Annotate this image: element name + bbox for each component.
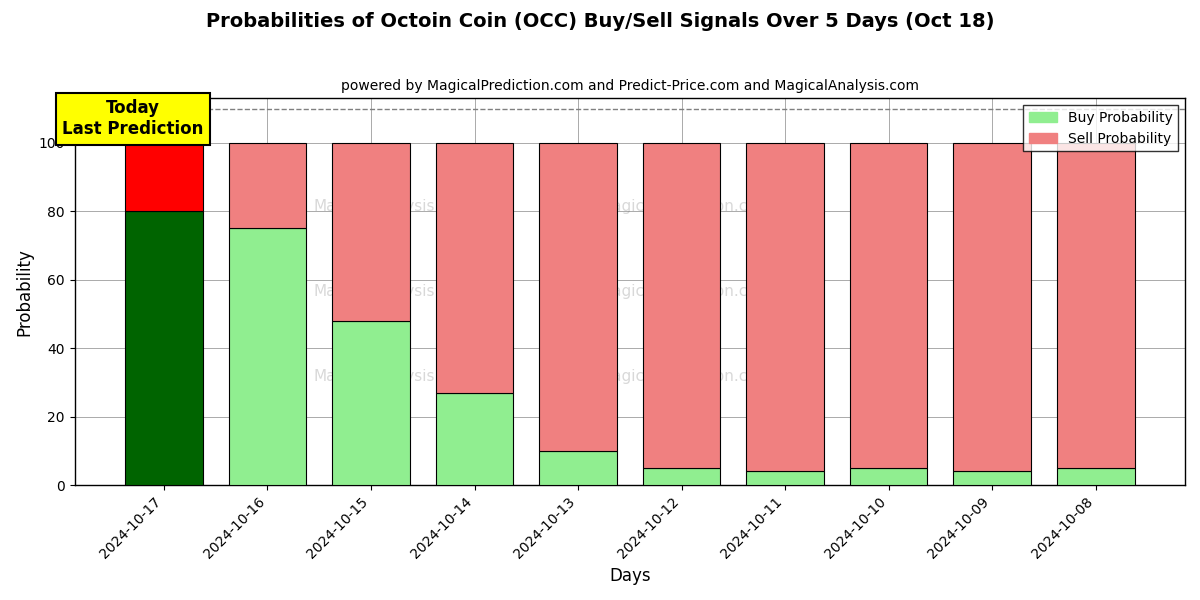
Text: Probabilities of Octoin Coin (OCC) Buy/Sell Signals Over 5 Days (Oct 18): Probabilities of Octoin Coin (OCC) Buy/S… [205,12,995,31]
Bar [229,143,306,229]
Text: MagicalAnalysis.co: MagicalAnalysis.co [313,370,457,385]
Bar [332,143,410,321]
Legend: Buy Probability, Sell Probability: Buy Probability, Sell Probability [1024,105,1178,151]
Bar [1057,143,1134,468]
Bar [953,143,1031,472]
Bar [539,143,617,451]
Bar [643,468,720,485]
Bar [539,451,617,485]
Title: powered by MagicalPrediction.com and Predict-Price.com and MagicalAnalysis.com: powered by MagicalPrediction.com and Pre… [341,79,919,93]
Bar [746,143,824,472]
Text: MagicalPrediction.com: MagicalPrediction.com [599,284,772,299]
Text: MagicalAnalysis.co: MagicalAnalysis.co [313,284,457,299]
Text: Today
Last Prediction: Today Last Prediction [62,100,204,138]
Bar [125,143,203,211]
X-axis label: Days: Days [610,567,650,585]
Bar [436,143,514,393]
Bar [125,211,203,485]
Text: MagicalPrediction.com: MagicalPrediction.com [599,199,772,214]
Bar [850,468,928,485]
Bar [953,472,1031,485]
Y-axis label: Probability: Probability [16,248,34,335]
Text: MagicalPrediction.com: MagicalPrediction.com [599,370,772,385]
Text: MagicalAnalysis.co: MagicalAnalysis.co [313,199,457,214]
Bar [229,229,306,485]
Bar [850,143,928,468]
Bar [643,143,720,468]
Bar [332,321,410,485]
Bar [1057,468,1134,485]
Bar [436,393,514,485]
Bar [746,472,824,485]
